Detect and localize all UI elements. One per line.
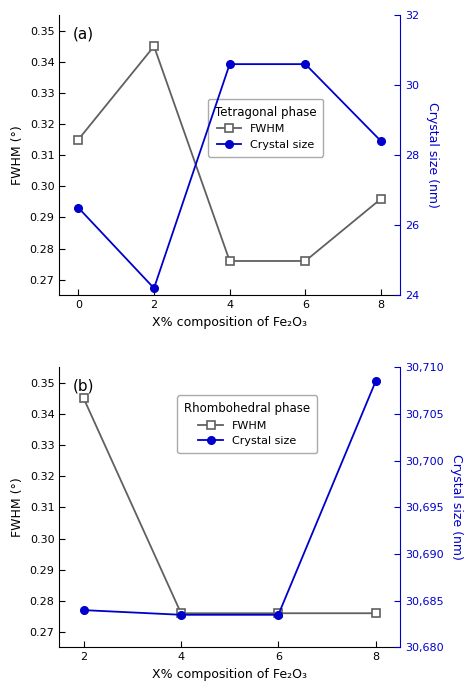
X-axis label: X% composition of Fe₂O₃: X% composition of Fe₂O₃ <box>152 668 307 681</box>
Line: Crystal size: Crystal size <box>74 60 385 292</box>
Crystal size <box>227 60 233 69</box>
Crystal size <box>75 203 81 212</box>
Crystal size <box>373 377 378 385</box>
FWHM <box>151 42 157 51</box>
FWHM <box>302 257 308 265</box>
Legend: FWHM, Crystal size: FWHM, Crystal size <box>177 395 317 453</box>
Y-axis label: Crystal size (nm): Crystal size (nm) <box>426 102 438 208</box>
FWHM <box>178 609 184 617</box>
Line: FWHM: FWHM <box>74 42 385 265</box>
FWHM <box>373 609 378 617</box>
Text: (a): (a) <box>73 26 94 42</box>
Line: FWHM: FWHM <box>80 394 380 617</box>
Y-axis label: FWHM (°): FWHM (°) <box>11 477 24 537</box>
FWHM <box>81 394 87 403</box>
Crystal size <box>275 610 281 619</box>
FWHM <box>227 257 233 265</box>
Legend: FWHM, Crystal size: FWHM, Crystal size <box>208 99 323 156</box>
FWHM <box>378 194 384 203</box>
Line: Crystal size: Crystal size <box>80 378 380 619</box>
Crystal size <box>378 137 384 145</box>
Crystal size <box>302 60 308 69</box>
Crystal size <box>81 606 87 614</box>
FWHM <box>75 136 81 144</box>
FWHM <box>275 609 281 617</box>
Crystal size <box>151 284 157 293</box>
X-axis label: X% composition of Fe₂O₃: X% composition of Fe₂O₃ <box>152 316 307 329</box>
Crystal size <box>178 610 184 619</box>
Y-axis label: FWHM (°): FWHM (°) <box>11 125 24 185</box>
Text: (b): (b) <box>73 379 94 394</box>
Y-axis label: Crystal size (nm): Crystal size (nm) <box>450 455 463 561</box>
